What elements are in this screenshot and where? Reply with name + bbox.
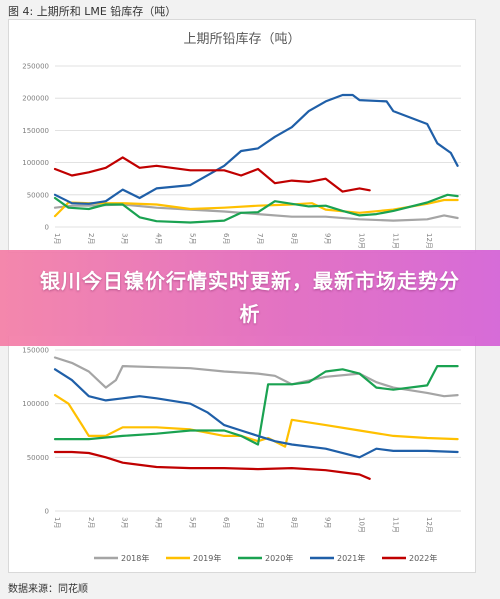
data-source: 数据来源：同花顺 xyxy=(8,584,88,595)
chart-legend: 2018年 2019年 2020年 2021年 2022年 xyxy=(94,553,437,563)
x-tick-label: 12月 xyxy=(425,233,433,249)
x-tick-label: 8月 xyxy=(290,517,298,528)
y-tick-label: 50000 xyxy=(27,191,49,199)
y-tick-label: 150000 xyxy=(22,347,49,355)
figure-caption: 图 4: 上期所和 LME 铅库存（吨） xyxy=(8,5,177,18)
legend-label-2018: 2018年 xyxy=(121,553,149,563)
x-tick-label: 2月 xyxy=(87,517,95,528)
x-tick-label: 7月 xyxy=(256,233,264,244)
x-tick-label: 11月 xyxy=(391,233,399,249)
y-tick-label: 250000 xyxy=(22,63,49,71)
series-line-2022 xyxy=(53,156,371,193)
x-tick-label: 2月 xyxy=(87,233,95,244)
x-tick-label: 10月 xyxy=(358,517,366,533)
y-tick-label: 50000 xyxy=(27,454,49,462)
y-tick-label: 150000 xyxy=(22,127,49,135)
x-tick-label: 6月 xyxy=(222,233,230,244)
legend-label-2019: 2019年 xyxy=(193,553,221,563)
series-line-2020 xyxy=(53,193,459,224)
x-tick-label: 5月 xyxy=(188,517,196,528)
x-tick-label: 7月 xyxy=(256,517,264,528)
series-line-2018 xyxy=(53,356,459,398)
y-tick-label: 0 xyxy=(45,508,49,516)
x-tick-label: 10月 xyxy=(358,233,366,249)
x-tick-label: 11月 xyxy=(391,517,399,533)
series-line-2021 xyxy=(53,93,459,205)
y-tick-label: 200000 xyxy=(22,95,49,103)
x-tick-label: 8月 xyxy=(290,233,298,244)
bottom-line-chart: 0 50000 100000 150000 1月 2月 3月 4月 5月 6月 7月 8月 9月 10月… xyxy=(22,347,461,563)
x-tick-label: 1月 xyxy=(53,517,61,528)
chart-title: 上期所铅库存（吨） xyxy=(183,31,300,47)
x-tick-label: 3月 xyxy=(121,233,129,244)
legend-label-2021: 2021年 xyxy=(337,553,365,563)
x-tick-label: 4月 xyxy=(155,517,163,528)
legend-label-2022: 2022年 xyxy=(409,553,437,563)
x-tick-label: 6月 xyxy=(222,517,230,528)
series-line-2019 xyxy=(53,394,459,448)
legend-label-2020: 2020年 xyxy=(265,553,293,563)
series-line-2021 xyxy=(53,368,459,459)
series-line-2022 xyxy=(53,450,371,480)
y-tick-label: 100000 xyxy=(22,159,49,167)
x-tick-label: 5月 xyxy=(188,233,196,244)
x-tick-label: 3月 xyxy=(121,517,129,528)
x-tick-label: 4月 xyxy=(155,233,163,244)
series-line-2020 xyxy=(53,365,459,446)
y-tick-label: 100000 xyxy=(22,400,49,408)
headline-banner[interactable]: 银川今日镍价行情实时更新，最新市场走势分析 xyxy=(0,250,500,346)
chart-panel-bottom: 0 50000 100000 150000 1月 2月 3月 4月 5月 6月 7月 8月 9月 10月… xyxy=(8,336,476,573)
x-tick-label: 12月 xyxy=(425,517,433,533)
banner-title: 银川今日镍价行情实时更新，最新市场走势分析 xyxy=(40,269,460,326)
x-tick-label: 9月 xyxy=(324,517,332,528)
top-line-chart: 上期所铅库存（吨） 0 50000 100000 150000 200000 250000… xyxy=(22,31,461,249)
x-tick-label: 1月 xyxy=(53,233,61,244)
x-tick-label: 9月 xyxy=(324,233,332,244)
y-tick-label: 0 xyxy=(45,224,49,232)
chart-panel-top: 上期所铅库存（吨） 0 50000 100000 150000 200000 250000… xyxy=(8,19,476,253)
